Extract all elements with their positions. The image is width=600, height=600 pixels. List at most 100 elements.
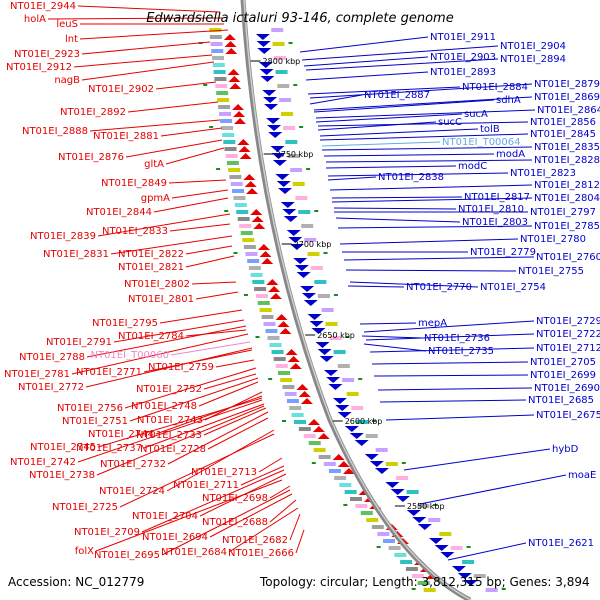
gene-label-left[interactable]: NT01EI_2756 bbox=[57, 403, 123, 414]
gene-label-left[interactable]: holA bbox=[24, 14, 46, 25]
gene-label-right[interactable]: NT01EI_2845 bbox=[530, 129, 596, 140]
gene-label-left[interactable]: NT01EI_2772 bbox=[18, 382, 84, 393]
gene-label-left[interactable]: NT01EI_2876 bbox=[58, 152, 124, 163]
gene-label-right[interactable]: mepA bbox=[418, 318, 447, 329]
gene-label-left[interactable]: NT01EI_2881 bbox=[93, 131, 159, 142]
gene-label-left[interactable]: NT01EI_2802 bbox=[124, 279, 190, 290]
gene-label-left[interactable]: NT01EI_2711 bbox=[173, 480, 239, 491]
gene-label-right[interactable]: NT01EI_2712 bbox=[536, 343, 600, 354]
gene-label-left[interactable]: NT01EI_2742 bbox=[10, 457, 76, 468]
gene-label-right[interactable]: NT01EI_2879 bbox=[534, 79, 600, 90]
gene-label-left[interactable]: NT01EI_2839 bbox=[30, 231, 96, 242]
gene-label-right[interactable]: NT01EI_2760 bbox=[536, 252, 600, 263]
gene-label-left[interactable]: NT01EI_2732 bbox=[100, 459, 166, 470]
gene-label-right[interactable]: NT01EI_2823 bbox=[510, 168, 576, 179]
gene-label-right[interactable]: NT01EI_2904 bbox=[500, 41, 566, 52]
gene-label-left[interactable]: NT01EI_2892 bbox=[60, 107, 126, 118]
gene-label-left[interactable]: NT01EI_2737 bbox=[76, 443, 142, 454]
gene-label-left[interactable]: NT01EI_2821 bbox=[118, 262, 184, 273]
gene-label-right[interactable]: NT01EI_2735 bbox=[428, 346, 494, 357]
gene-label-left[interactable]: NT01EI_2944 bbox=[10, 1, 76, 12]
gene-label-left[interactable]: gltA bbox=[144, 159, 164, 170]
gene-label-right[interactable]: sdhA bbox=[496, 95, 521, 106]
gene-label-right[interactable]: NT01EI_2736 bbox=[424, 333, 490, 344]
gene-label-left[interactable]: NT01EI_2744 bbox=[88, 429, 154, 440]
gene-label-left[interactable]: NT01EI_2698 bbox=[202, 493, 268, 504]
gene-label-right[interactable]: NT01EI_2810 bbox=[458, 204, 524, 215]
gene-label-left[interactable]: NT01EI_2833 bbox=[102, 226, 168, 237]
gene-label-left[interactable]: NT01EI_2822 bbox=[118, 249, 184, 260]
gene-label-right[interactable]: NT01EI_2785 bbox=[534, 221, 600, 232]
gene-label-left[interactable]: lnt bbox=[65, 34, 78, 45]
gene-label-right[interactable]: NT01EI_2817 bbox=[464, 192, 530, 203]
gene-label-right[interactable]: NT01EI_2864 bbox=[537, 105, 600, 116]
gene-label-right[interactable]: NT01EI_2690 bbox=[534, 383, 600, 394]
gene-label-right[interactable]: tolB bbox=[480, 124, 500, 135]
gene-label-right[interactable]: NT01EI_2803 bbox=[462, 217, 528, 228]
gene-label-right[interactable]: NT01EI_T00064 bbox=[442, 137, 521, 148]
gene-label-left[interactable]: NT01EI_2844 bbox=[86, 207, 152, 218]
gene-label-left[interactable]: leuS bbox=[56, 19, 78, 30]
gene-label-left[interactable]: folX bbox=[75, 546, 94, 557]
gene-label-right[interactable]: NT01EI_2838 bbox=[378, 172, 444, 183]
gene-label-right[interactable]: NT01EI_2705 bbox=[530, 357, 596, 368]
gene-label-left[interactable]: NT01EI_2694 bbox=[142, 532, 208, 543]
gene-label-left[interactable]: NT01EI_2684 bbox=[161, 547, 227, 558]
gene-label-right[interactable]: NT01EI_2779 bbox=[470, 247, 536, 258]
gene-label-right[interactable]: NT01EI_2903 bbox=[430, 52, 496, 63]
gene-label-right[interactable]: NT01EI_2884 bbox=[462, 82, 528, 93]
gene-label-left[interactable]: NT01EI_2795 bbox=[92, 318, 158, 329]
gene-label-left[interactable]: NT01EI_2713 bbox=[191, 467, 257, 478]
gene-label-left[interactable]: NT01EI_2748 bbox=[131, 401, 197, 412]
gene-label-left[interactable]: NT01EI_2682 bbox=[222, 535, 288, 546]
gene-label-right[interactable]: sucC bbox=[438, 117, 462, 128]
gene-label-left[interactable]: NT01EI_2849 bbox=[101, 178, 167, 189]
gene-label-right[interactable]: NT01EI_2621 bbox=[528, 538, 594, 549]
gene-label-right[interactable]: NT01EI_2869 bbox=[534, 92, 600, 103]
gene-label-right[interactable]: NT01EI_2685 bbox=[528, 395, 594, 406]
gene-label-left[interactable]: NT01EI_T00060 bbox=[90, 350, 169, 361]
gene-label-left[interactable]: NT01EI_2738 bbox=[29, 470, 95, 481]
gene-label-right[interactable]: modC bbox=[458, 161, 487, 172]
gene-label-right[interactable]: NT01EI_2894 bbox=[500, 54, 566, 65]
gene-label-left[interactable]: NT01EI_2781 bbox=[4, 369, 70, 380]
gene-label-right[interactable]: moaE bbox=[568, 470, 596, 481]
gene-label-right[interactable]: NT01EI_2856 bbox=[530, 117, 596, 128]
gene-label-right[interactable]: NT01EI_2911 bbox=[430, 32, 496, 43]
gene-label-right[interactable]: NT01EI_2729 bbox=[536, 316, 600, 327]
gene-label-right[interactable]: NT01EI_2835 bbox=[534, 142, 600, 153]
gene-label-left[interactable]: NT01EI_2745 bbox=[30, 442, 96, 453]
gene-label-left[interactable]: NT01EI_2724 bbox=[99, 486, 165, 497]
gene-label-right[interactable]: hybD bbox=[552, 444, 579, 455]
gene-label-left[interactable]: nagB bbox=[54, 75, 80, 86]
gene-label-left[interactable]: NT01EI_2788 bbox=[19, 352, 85, 363]
gene-label-right[interactable]: NT01EI_2887 bbox=[364, 90, 430, 101]
gene-label-left[interactable]: NT01EI_2751 bbox=[62, 416, 128, 427]
gene-label-left[interactable]: NT01EI_2912 bbox=[6, 62, 72, 73]
gene-label-right[interactable]: NT01EI_2797 bbox=[530, 207, 596, 218]
gene-label-left[interactable]: NT01EI_2733 bbox=[136, 430, 202, 441]
gene-label-right[interactable]: NT01EI_2699 bbox=[530, 370, 596, 381]
gene-label-left[interactable]: NT01EI_2902 bbox=[88, 84, 154, 95]
gene-label-right[interactable]: NT01EI_2770 bbox=[406, 282, 472, 293]
gene-label-left[interactable]: NT01EI_2831 bbox=[43, 249, 109, 260]
gene-label-right[interactable]: modA bbox=[496, 149, 525, 160]
gene-label-left[interactable]: NT01EI_2784 bbox=[118, 331, 184, 342]
gene-label-right[interactable]: NT01EI_2754 bbox=[480, 282, 546, 293]
gene-label-left[interactable]: NT01EI_2709 bbox=[74, 527, 140, 538]
gene-label-right[interactable]: NT01EI_2804 bbox=[534, 193, 600, 204]
gene-label-left[interactable]: NT01EI_2704 bbox=[132, 511, 198, 522]
gene-label-left[interactable]: NT01EI_2771 bbox=[76, 367, 142, 378]
gene-label-right[interactable]: NT01EI_2755 bbox=[518, 266, 584, 277]
gene-label-left[interactable]: NT01EI_2695 bbox=[94, 550, 160, 561]
gene-label-left[interactable]: NT01EI_2791 bbox=[46, 337, 112, 348]
gene-label-left[interactable]: NT01EI_2923 bbox=[14, 49, 80, 60]
gene-label-right[interactable]: NT01EI_2780 bbox=[520, 234, 586, 245]
gene-label-left[interactable]: NT01EI_2759 bbox=[148, 362, 214, 373]
gene-label-left[interactable]: NT01EI_2725 bbox=[52, 502, 118, 513]
gene-label-left[interactable]: NT01EI_2801 bbox=[128, 294, 194, 305]
gene-label-left[interactable]: NT01EI_2743 bbox=[137, 415, 203, 426]
gene-label-left[interactable]: NT01EI_2888 bbox=[22, 126, 88, 137]
gene-label-left[interactable]: gpmA bbox=[141, 193, 170, 204]
gene-label-left[interactable]: NT01EI_2688 bbox=[202, 517, 268, 528]
